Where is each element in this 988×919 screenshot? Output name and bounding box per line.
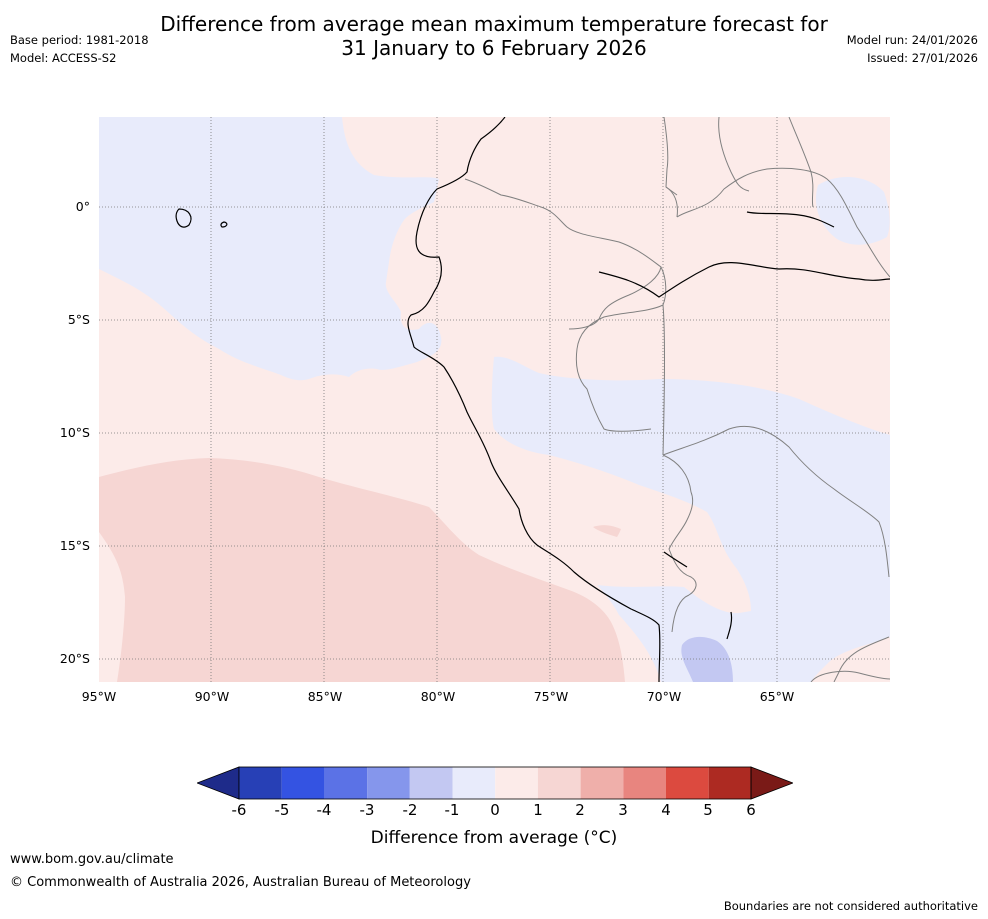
colorbar-extend-high [750, 766, 795, 800]
cb-tick-neg1: -1 [444, 801, 460, 819]
colorbar-segment-neg3 [367, 767, 410, 799]
anomaly-1-to-2-southwest [99, 458, 625, 682]
model-label: Model: ACCESS-S2 [10, 51, 117, 65]
map-svg [99, 117, 890, 682]
colorbar-segment-neg6 [239, 767, 282, 799]
country-borders [464, 117, 890, 682]
colorbar-segment-2 [580, 767, 624, 799]
meta-right: Model run: 24/01/2026 Issued: 27/01/2026 [847, 31, 978, 67]
cb-tick-neg4: -4 [316, 801, 332, 819]
footer-url: www.bom.gov.au/climate [10, 852, 174, 867]
cb-tick-0: 0 [490, 801, 500, 819]
cb-tick-6: 6 [746, 801, 756, 819]
colorbar-segment-3 [623, 767, 666, 799]
anomaly-neg1-to-0-northeast [815, 176, 890, 245]
colorbar-extend-low [195, 766, 240, 800]
x-label-85w: 85°W [307, 689, 343, 704]
y-label-0: 0° [75, 199, 90, 214]
title-line-1: Difference from average mean maximum tem… [160, 12, 828, 36]
colorbar-segment-neg2 [409, 767, 453, 799]
base-period-label: Base period: 1981-2018 [10, 33, 149, 47]
cb-tick-2: 2 [575, 801, 585, 819]
colorbar-segment-5 [708, 767, 751, 799]
cb-tick-5: 5 [703, 801, 713, 819]
anomaly-1-to-2-patch [593, 525, 621, 537]
colorbar-segment-neg4 [324, 767, 368, 799]
colorbar-segment-0 [495, 767, 538, 799]
colorbar-svg [195, 766, 795, 800]
cb-tick-3: 3 [618, 801, 628, 819]
colorbar-segment-1 [537, 767, 581, 799]
anomaly-neg2-to-neg1-patch [681, 636, 733, 682]
anomaly-neg1-to-0-east [491, 356, 890, 682]
model-run-label: Model run: 24/01/2026 [846, 33, 978, 47]
y-label-20s: 20°S [59, 651, 90, 666]
colorbar-segment-neg5 [281, 767, 325, 799]
cb-tick-neg6: -6 [231, 801, 247, 819]
cb-tick-neg2: -2 [402, 801, 418, 819]
cb-tick-neg3: -3 [359, 801, 375, 819]
x-label-75w: 75°W [533, 689, 569, 704]
y-label-10s: 10°S [59, 425, 90, 440]
footer-copyright: © Commonwealth of Australia 2026, Austra… [10, 875, 471, 890]
colorbar-segment-4 [666, 767, 709, 799]
colorbar-title: Difference from average (°C) [370, 828, 618, 848]
x-label-70w: 70°W [646, 689, 682, 704]
x-label-95w: 95°W [81, 689, 117, 704]
footer-disclaimer: Boundaries are not considered authoritat… [723, 899, 978, 913]
cb-tick-neg5: -5 [274, 801, 290, 819]
cb-tick-4: 4 [661, 801, 671, 819]
x-label-90w: 90°W [194, 689, 230, 704]
y-label-5s: 5°S [67, 312, 90, 327]
map-panel[interactable] [99, 117, 890, 682]
cb-tick-1: 1 [533, 801, 543, 819]
map-title: Difference from average mean maximum tem… [0, 12, 988, 60]
x-label-80w: 80°W [420, 689, 456, 704]
x-label-65w: 65°W [759, 689, 795, 704]
colorbar-outline [238, 766, 752, 800]
meta-left: Base period: 1981-2018 Model: ACCESS-S2 [10, 31, 149, 67]
colorbar [195, 765, 795, 801]
coastlines [175, 117, 890, 682]
grid-lines [99, 117, 890, 682]
y-label-15s: 15°S [59, 538, 90, 553]
issued-label: Issued: 27/01/2026 [867, 51, 978, 65]
colorbar-segment-neg1 [452, 767, 496, 799]
title-line-2: 31 January to 6 February 2026 [341, 36, 647, 60]
anomaly-neg1-to-0-north [99, 117, 442, 381]
